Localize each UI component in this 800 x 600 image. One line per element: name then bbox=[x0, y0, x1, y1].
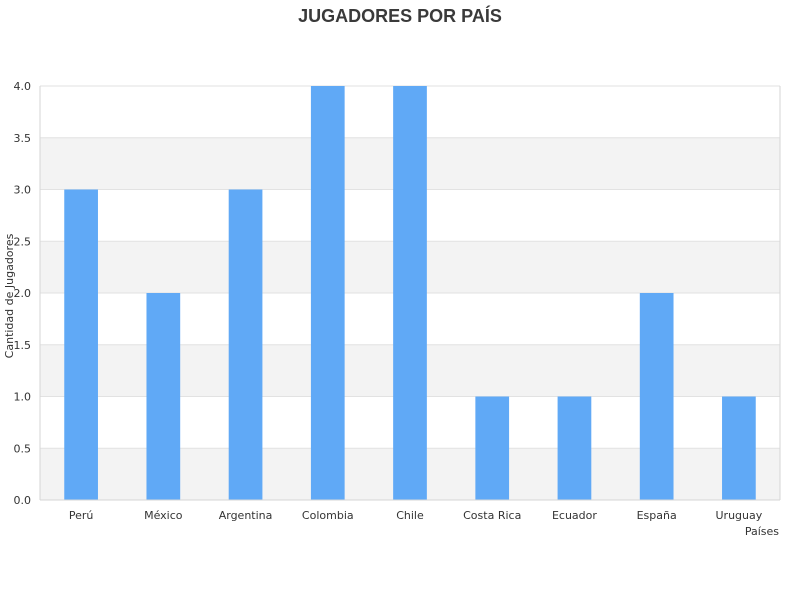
y-tick-label: 3.5 bbox=[14, 132, 32, 145]
y-tick-label: 4.0 bbox=[14, 80, 32, 93]
bar bbox=[393, 86, 427, 500]
bar bbox=[475, 396, 510, 500]
x-tick-label: Colombia bbox=[302, 509, 354, 522]
bars bbox=[64, 86, 756, 500]
bar bbox=[64, 189, 98, 500]
axes bbox=[39, 86, 781, 501]
y-tick-label: 3.0 bbox=[14, 184, 32, 197]
bar bbox=[310, 86, 345, 500]
y-axis-label: Cantidad de Jugadores bbox=[3, 233, 16, 358]
y-tick-label: 0.0 bbox=[14, 494, 32, 507]
x-tick-label: México bbox=[144, 509, 183, 522]
x-tick-label: Ecuador bbox=[552, 509, 597, 522]
bar bbox=[228, 189, 263, 500]
x-tick-label: España bbox=[637, 509, 677, 522]
y-tick-label: 2.0 bbox=[14, 287, 32, 300]
x-tick-label: Perú bbox=[69, 509, 94, 522]
y-tick-label: 0.5 bbox=[14, 442, 32, 455]
y-tick-label: 1.0 bbox=[14, 391, 32, 404]
bar bbox=[722, 396, 756, 500]
bar bbox=[639, 293, 674, 500]
x-tick-label: Uruguay bbox=[716, 509, 763, 522]
bar bbox=[146, 293, 181, 500]
y-tick-label: 1.5 bbox=[14, 339, 32, 352]
x-tick-label: Costa Rica bbox=[463, 509, 521, 522]
y-tick-labels: 0.0 0.5 1.0 1.5 2.0 2.5 3.0 3.5 4.0 bbox=[14, 80, 32, 507]
x-tick-labels: Perú México Argentina Colombia Chile Costa Ri… bbox=[69, 509, 763, 522]
x-tick-label: Argentina bbox=[219, 509, 273, 522]
y-tick-label: 2.5 bbox=[14, 235, 32, 248]
bar bbox=[557, 396, 592, 500]
x-axis-label: Países bbox=[745, 525, 779, 538]
chart-title: JUGADORES POR PAÍS bbox=[298, 5, 502, 26]
x-tick-label: Chile bbox=[396, 509, 424, 522]
